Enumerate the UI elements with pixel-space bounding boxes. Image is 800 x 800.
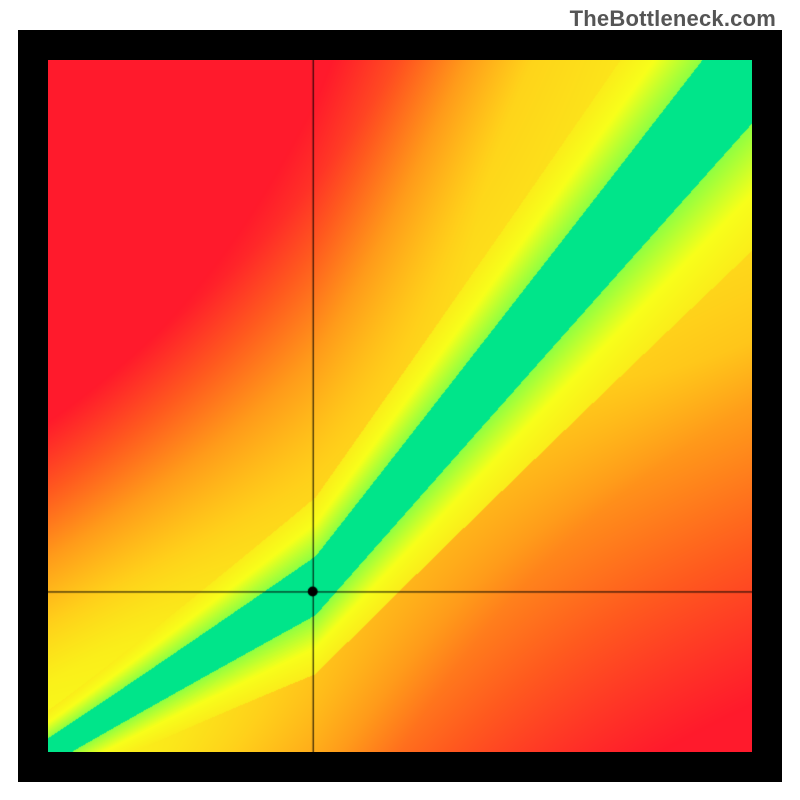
watermark-text: TheBottleneck.com <box>570 6 776 32</box>
bottleneck-heatmap <box>48 60 752 752</box>
stage: TheBottleneck.com <box>0 0 800 800</box>
